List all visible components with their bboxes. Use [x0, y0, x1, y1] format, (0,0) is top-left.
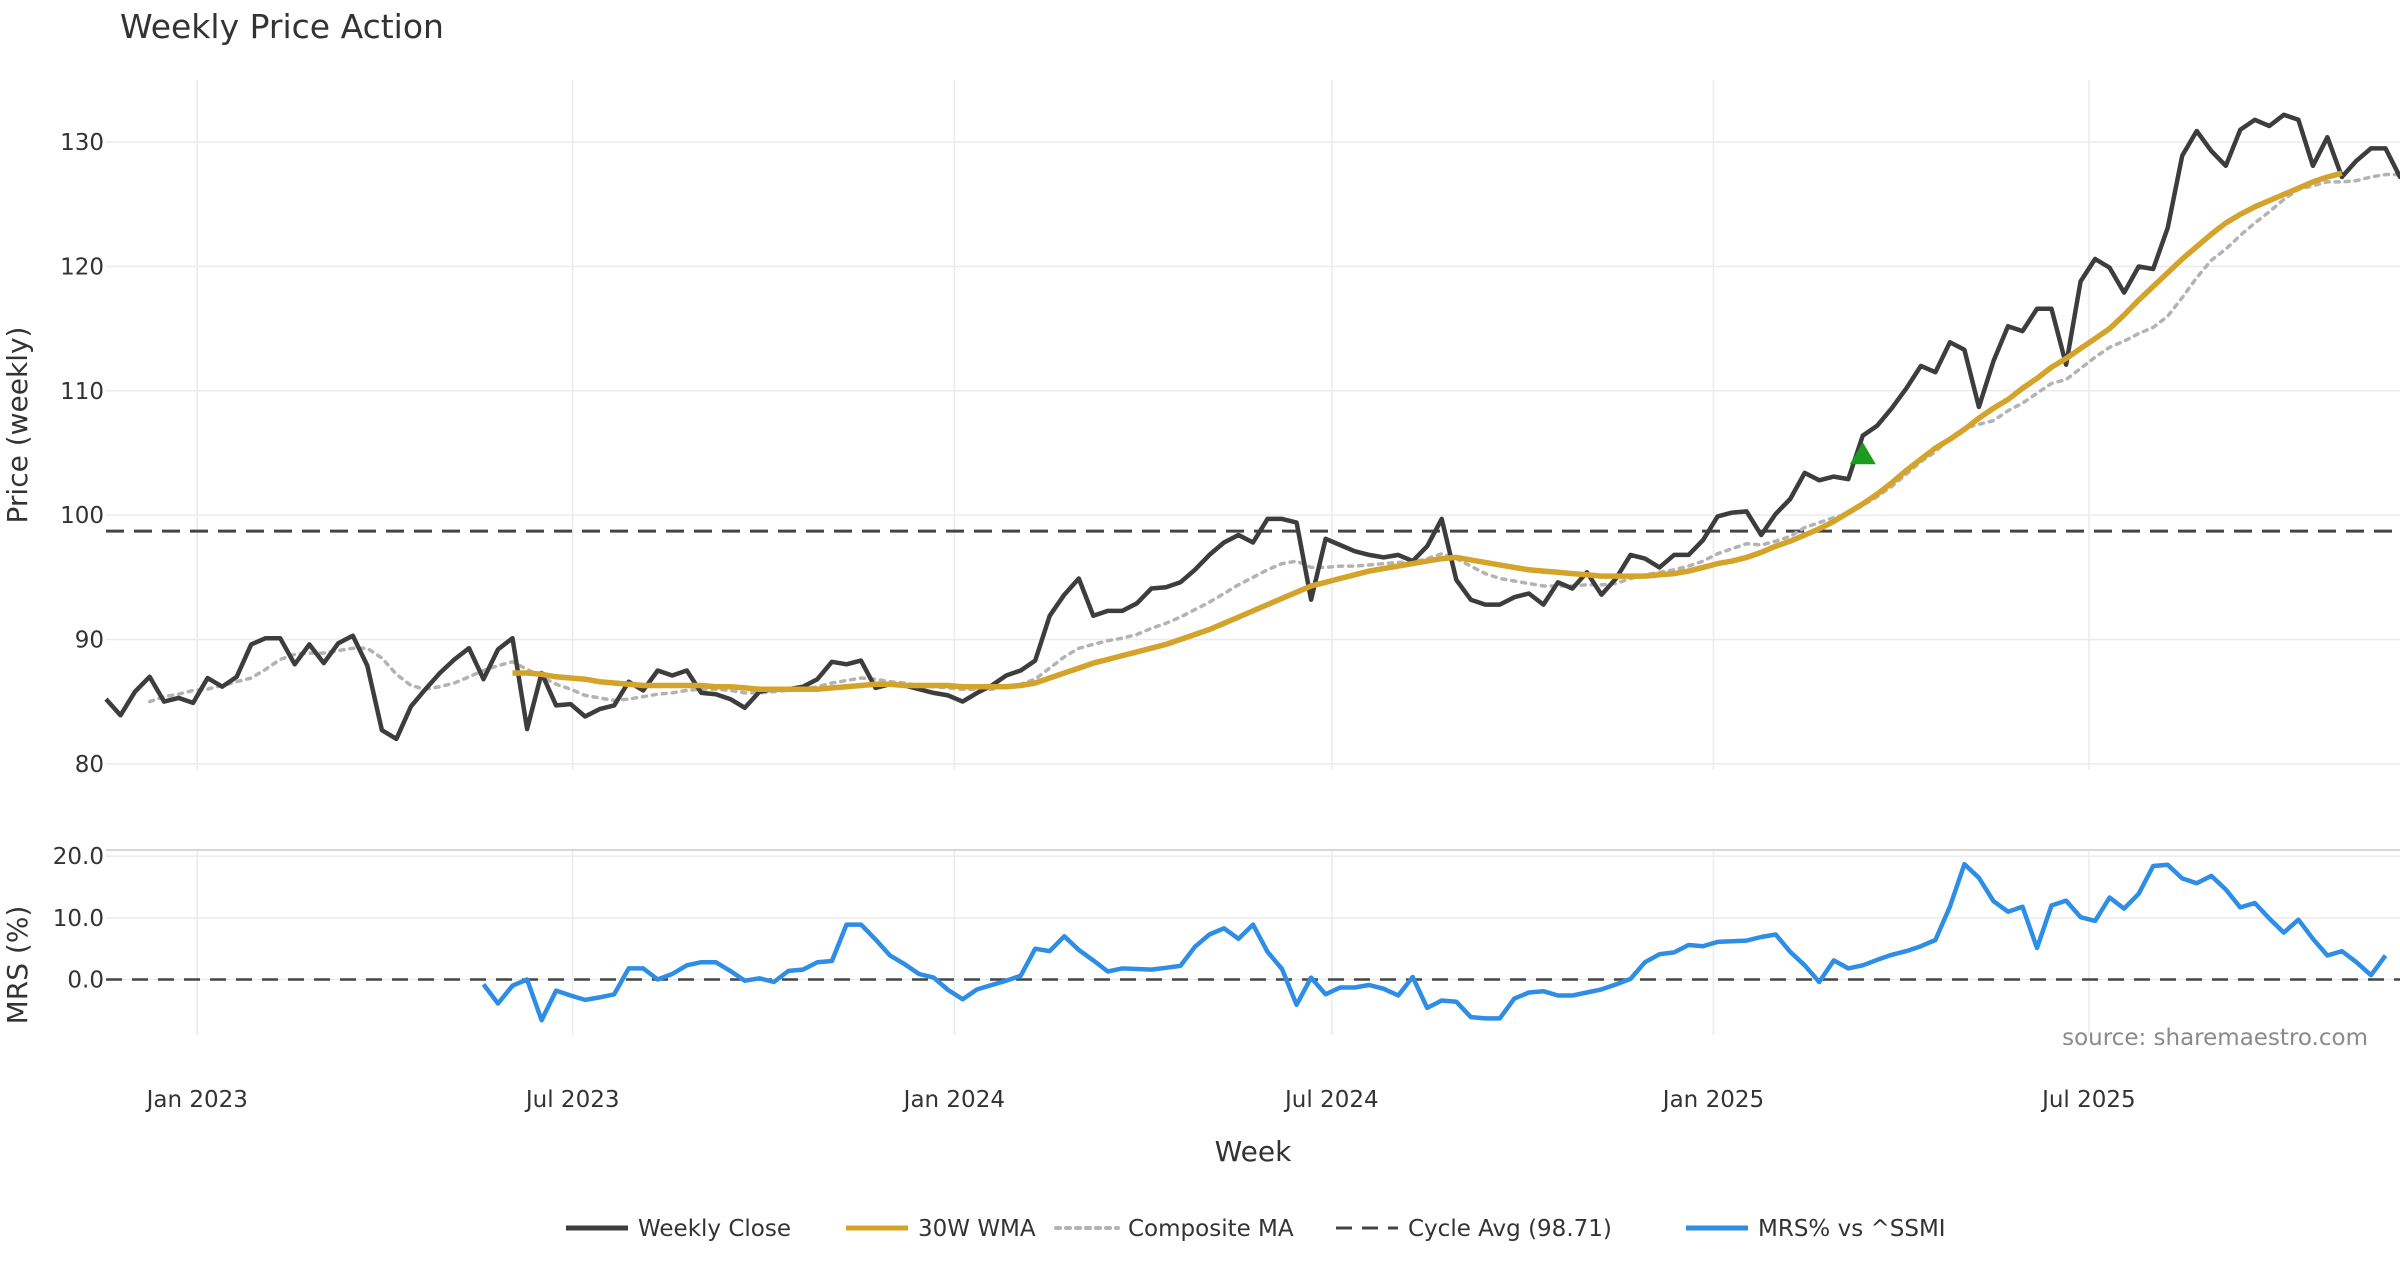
mrs-y-tick-label: 0.0 [67, 968, 104, 994]
price-y-axis-title: Price (weekly) [1, 327, 34, 524]
composite-ma-line [147, 172, 2400, 704]
price-series [104, 112, 2400, 742]
price-y-tick-label: 90 [75, 627, 104, 653]
wma-30w-line [512, 170, 2343, 692]
source-note: source: sharemaestro.com [2062, 1025, 2368, 1051]
mrs-y-axis-title: MRS (%) [1, 906, 34, 1025]
mrs-y-tick-label: 20.0 [53, 844, 104, 870]
signal-marker-triangle [1849, 442, 1876, 465]
price-y-tick-labels: 80 90 100 110 120 130 [60, 130, 104, 778]
mrs-series [106, 861, 2400, 1023]
legend-label: Weekly Close [638, 1216, 791, 1242]
price-y-tick-label: 100 [60, 503, 104, 529]
mrs-line [481, 861, 2388, 1023]
price-y-tick-label: 120 [60, 254, 104, 280]
price-y-tick-label: 110 [60, 379, 104, 405]
mrs-y-tick-labels: 0.0 10.0 20.0 [53, 844, 104, 993]
x-tick-label: Jul 2023 [524, 1087, 620, 1113]
legend-label: Composite MA [1128, 1216, 1294, 1242]
weekly-close-line [104, 112, 2400, 742]
x-tick-label: Jan 2025 [1661, 1087, 1764, 1113]
mrs-grid [106, 850, 2400, 1035]
price-y-tick-label: 130 [60, 130, 104, 156]
x-tick-label: Jan 2024 [902, 1087, 1005, 1113]
x-tick-label: Jul 2024 [1283, 1087, 1379, 1113]
x-tick-label: Jan 2023 [145, 1087, 248, 1113]
legend-label: 30W WMA [918, 1216, 1036, 1242]
legend-label: Cycle Avg (98.71) [1408, 1216, 1612, 1242]
mrs-y-tick-label: 10.0 [53, 906, 104, 932]
x-tick-label: Jul 2025 [2040, 1087, 2136, 1113]
chart-title: Weekly Price Action [120, 7, 444, 46]
legend: Weekly Close 30W WMA Composite MA Cycle Avg… [566, 1216, 1946, 1242]
legend-label: MRS% vs ^SSMI [1758, 1216, 1946, 1242]
price-y-tick-label: 80 [75, 752, 104, 778]
x-tick-labels: Jan 2023 Jul 2023 Jan 2024 Jul 2024 Jan 2025… [145, 1087, 2136, 1113]
x-axis-title: Week [1215, 1135, 1292, 1168]
